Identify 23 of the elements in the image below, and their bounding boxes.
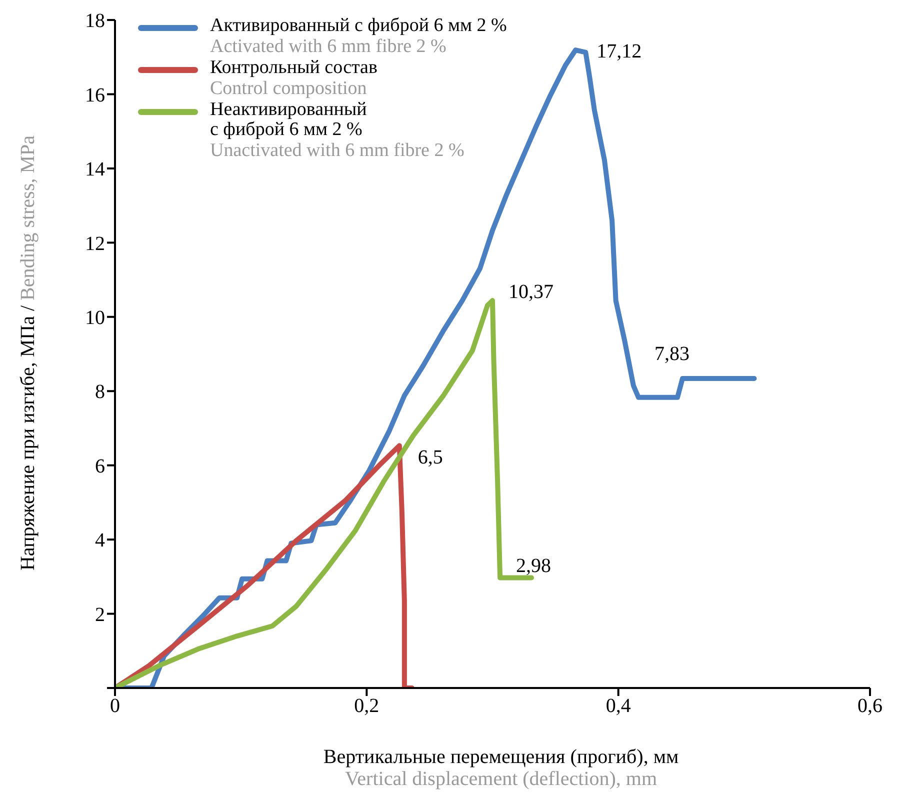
y-tick-label: 14 <box>85 158 105 181</box>
annotation: 17,12 <box>596 40 642 62</box>
y-tick-label: 8 <box>95 381 105 404</box>
legend-label: Активированный с фиброй 6 мм 2 % Activated with 6 mm fibre 2 % <box>210 15 507 58</box>
x-tick-label: 0,6 <box>858 695 882 718</box>
annotation: 6,5 <box>418 446 443 468</box>
x-axis-title: Вертикальные перемещения (прогиб), мм Vertical displacement (deflection), mm <box>323 746 679 790</box>
y-tick-label: 18 <box>85 10 105 32</box>
annotation: 2,98 <box>516 555 552 578</box>
y-tick-label: 4 <box>95 530 105 552</box>
x-tick-label: 0,4 <box>606 695 631 718</box>
x-tick-label: 0 <box>110 695 120 718</box>
y-axis-title: Напряжение при изгибе, МПа / Bending stress, MPa <box>17 135 39 571</box>
x-tick-label: 0,2 <box>354 695 380 718</box>
y-tick-label: 12 <box>85 232 105 255</box>
legend-label: Контрольный состав Control composition <box>210 56 378 100</box>
legend-label: Неактивированный с фиброй 6 мм 2 % Unactivated with 6 mm fibre 2 % <box>210 98 464 162</box>
y-tick-label: 6 <box>95 455 105 478</box>
annotation: 10,37 <box>508 280 554 303</box>
y-tick-label: 2 <box>95 604 105 626</box>
y-tick-label: 10 <box>85 306 105 329</box>
y-tick-label: 16 <box>85 84 105 106</box>
annotation: 7,83 <box>654 343 690 366</box>
